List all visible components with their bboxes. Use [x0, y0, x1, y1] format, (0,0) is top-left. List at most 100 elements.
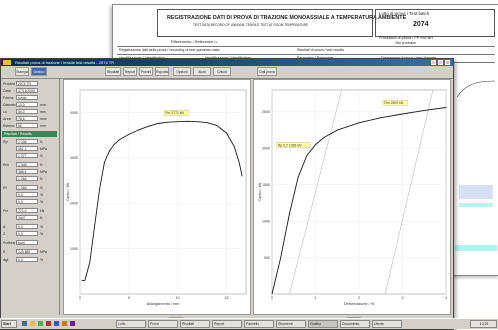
result-row: 491,1 MPa	[3, 146, 47, 152]
result-field[interactable]: 0,3	[16, 192, 38, 197]
result-field[interactable]: 388,4	[16, 169, 38, 174]
toolbar-report-button[interactable]: Report	[123, 67, 137, 76]
result-unit: MPa	[40, 250, 47, 254]
quick-launch	[20, 320, 90, 328]
taskbar-item[interactable]: Utente	[372, 320, 402, 328]
taskbar-item[interactable]: Lotto	[116, 320, 146, 328]
result-field[interactable]: 1 377	[16, 153, 38, 158]
chart-panel-elongation: 1000 2000 3000 4000 0 5 10 15 Allungamento / mm C…	[63, 79, 251, 315]
taskbar-item-active[interactable]: Grafico	[308, 320, 338, 328]
param-field[interactable]: 50,0	[16, 109, 38, 114]
data-point	[138, 129, 139, 131]
data-point	[99, 189, 100, 191]
data-point	[84, 280, 86, 281]
result-row: Rt 1 366 N	[3, 185, 42, 191]
folder-icon[interactable]	[30, 321, 35, 326]
result-field[interactable]: 1 336	[16, 139, 38, 144]
result-field[interactable]: 0,3	[16, 199, 38, 204]
result-row: E 125 889 MPa	[3, 249, 47, 255]
result-field[interactable]: 1 366	[16, 176, 38, 181]
offset-line	[384, 89, 434, 295]
result-field[interactable]: fuori	[16, 240, 38, 245]
x-tick-label: 15	[224, 296, 228, 300]
result-field[interactable]: 0,3	[16, 231, 38, 236]
x-tick-label: 1	[315, 296, 317, 300]
data-point	[89, 261, 91, 263]
toolbar-options-button[interactable]: Opzioni	[173, 67, 191, 76]
app-icon[interactable]	[54, 321, 59, 326]
result-unit: kN	[40, 209, 45, 213]
report-heading: REGISTRAZIONE DATI DI PROVA DI TRAZIONE …	[167, 15, 407, 21]
toolbar-test-data-button[interactable]: Dati prova	[257, 67, 277, 76]
result-field[interactable]: 125 889	[16, 249, 38, 254]
taskbar-item[interactable]: Documento	[340, 320, 370, 328]
data-point	[113, 144, 115, 145]
result-field[interactable]: 491,1	[16, 146, 38, 151]
data-point	[226, 132, 227, 134]
y-tick-label: 1500	[262, 183, 270, 187]
toolbar-results-button[interactable]: Risultati	[105, 67, 121, 76]
quick-launch-icon[interactable]	[22, 321, 27, 326]
result-row: 388,4 MPa	[3, 169, 47, 175]
param-unit: mm²	[40, 117, 47, 121]
param-field[interactable]: 50	[16, 123, 38, 128]
param-field[interactable]: 2074 TR	[16, 81, 38, 86]
chart-panel-strain: 500 1000 1500 2000 2500 0 1 2 3 4 Deformazione / %…	[253, 79, 451, 315]
param-unit: mm	[40, 110, 46, 114]
data-point	[104, 162, 105, 163]
result-field[interactable]: 771,0	[16, 208, 38, 213]
taskbar-item[interactable]: Prove	[148, 320, 178, 328]
result-field[interactable]: 0,3	[16, 224, 38, 229]
data-point	[148, 125, 149, 127]
recording-label: Registrazione dati della prova / recordi…	[119, 48, 220, 52]
result-row: 0,3%	[3, 199, 43, 205]
data-point	[196, 121, 198, 123]
app-icon[interactable]	[62, 321, 67, 326]
result-label: Rt	[3, 186, 7, 190]
toolbar-graph-button[interactable]: Grafico	[31, 67, 47, 76]
taskbar-item[interactable]: Strumenti	[276, 320, 306, 328]
toolbar-close-button[interactable]: Chiudi	[213, 67, 231, 76]
report-mini-graph	[456, 80, 496, 207]
close-button[interactable]	[445, 60, 450, 65]
result-field[interactable]: 1 348	[16, 162, 38, 167]
window-title: Risultati prova di trazione / tensile te…	[15, 60, 115, 65]
param-unit: mm	[40, 103, 46, 107]
taskbar-item[interactable]: Report	[212, 320, 242, 328]
maximize-button[interactable]	[438, 60, 443, 65]
x-tick-label: 0	[79, 296, 81, 300]
param-field[interactable]: 07/11/2005	[16, 88, 38, 93]
start-button[interactable]: Start	[1, 320, 17, 328]
param-field[interactable]: 10,0	[16, 102, 38, 107]
result-unit: N	[40, 140, 43, 144]
data-point	[315, 144, 316, 145]
minimize-button[interactable]	[431, 60, 436, 65]
toolbar-specimens-button[interactable]: Provini	[139, 67, 153, 76]
result-row: A 0,3%	[3, 224, 43, 230]
param-field[interactable]: tondo	[16, 95, 38, 100]
toolbar-print-button[interactable]: Stampa	[15, 67, 29, 76]
result-field[interactable]: 0,3	[16, 257, 38, 262]
result-label: Agt	[3, 258, 9, 262]
rp-annotation: Rp 0,2 1336 kN	[278, 143, 302, 147]
param-label: Diametro	[3, 103, 18, 107]
app-icon[interactable]	[70, 321, 75, 326]
toolbar-export-button[interactable]: Esporta	[155, 67, 169, 76]
result-label: Fm	[3, 209, 9, 213]
param-field[interactable]: 78,5	[16, 116, 38, 121]
result-field[interactable]: 1 366	[16, 185, 38, 190]
x-tick-label: 0	[271, 296, 273, 300]
app-icon[interactable]	[38, 321, 43, 326]
data-point	[81, 280, 83, 281]
taskbar-item[interactable]: Risultati	[180, 320, 210, 328]
result-label: Rottura	[3, 241, 15, 245]
result-unit: MPa	[40, 147, 47, 151]
param-label: Data	[3, 89, 11, 93]
y-tick-label: 2500	[262, 110, 270, 114]
taskbar-item[interactable]: Pannello	[244, 320, 274, 328]
app-icon[interactable]	[46, 321, 51, 326]
toolbar-help-button[interactable]: Aiuto	[193, 67, 211, 76]
result-field[interactable]: 3407	[16, 215, 38, 220]
app-window: Risultati prova di trazione / tensile te…	[0, 58, 454, 330]
result-unit: N	[40, 163, 43, 167]
